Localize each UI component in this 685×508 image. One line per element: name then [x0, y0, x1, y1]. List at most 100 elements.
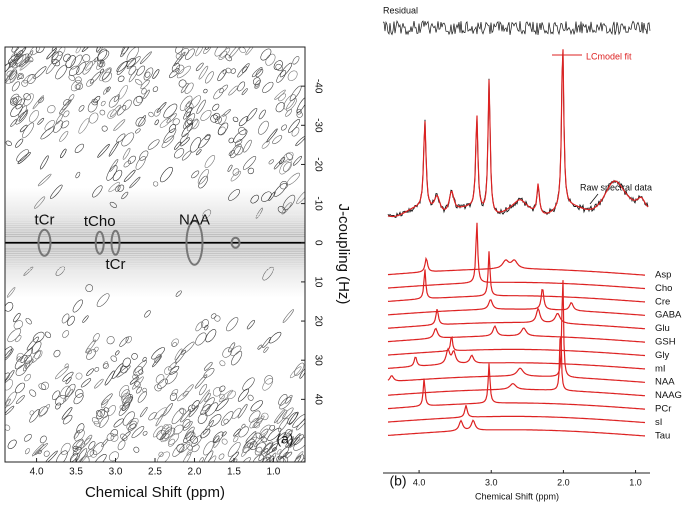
contour [101, 71, 113, 83]
contour [228, 47, 241, 59]
contour [250, 400, 263, 412]
contour [152, 86, 159, 93]
contour [286, 152, 294, 161]
contour [51, 47, 59, 52]
contour [282, 407, 294, 420]
contour [213, 88, 224, 100]
contour [171, 62, 180, 73]
contour [218, 389, 233, 403]
contour [136, 386, 142, 394]
contour [33, 66, 47, 79]
metabolite-spectrum [387, 419, 645, 437]
contour [219, 84, 229, 94]
contour [10, 52, 18, 61]
contour [154, 353, 162, 363]
contour [14, 47, 27, 58]
contour [67, 315, 75, 326]
contour [277, 206, 286, 214]
contour [203, 450, 214, 462]
contour [257, 344, 263, 350]
contour [174, 148, 185, 159]
contour [250, 194, 259, 204]
contour [50, 184, 63, 200]
contour [285, 98, 297, 112]
contour [186, 449, 193, 456]
contour [15, 138, 24, 148]
contour [97, 143, 110, 158]
contour [255, 442, 267, 453]
contour [227, 441, 241, 457]
contour [76, 423, 85, 434]
contour [241, 442, 251, 457]
contour [122, 147, 131, 160]
contour [113, 94, 120, 102]
contour [35, 47, 45, 53]
contour [55, 64, 68, 80]
y-tick-label: -30 [312, 118, 323, 133]
contour [137, 391, 147, 403]
contour [195, 47, 204, 57]
contour [62, 371, 74, 382]
metabolite-spectrum [388, 336, 645, 357]
contour [195, 332, 207, 346]
contour [266, 128, 278, 143]
contour [122, 99, 132, 111]
contour [279, 396, 292, 410]
contour [62, 330, 70, 338]
contour [51, 390, 60, 401]
contour [276, 449, 282, 455]
x-tick-label: 3.5 [69, 467, 83, 478]
contour [247, 394, 254, 401]
y-tick-label: -10 [312, 196, 323, 211]
contour [242, 377, 255, 391]
contour [248, 410, 261, 423]
contour [38, 383, 47, 390]
contour [296, 189, 305, 205]
contour [119, 336, 129, 347]
contour [255, 207, 263, 219]
contour [6, 287, 16, 298]
contour [131, 353, 138, 360]
contour [214, 315, 221, 322]
contour [296, 108, 302, 115]
contour [86, 368, 94, 376]
contour [234, 146, 244, 156]
contour [7, 439, 17, 450]
contour [37, 117, 45, 125]
contour [178, 79, 187, 88]
y-tick-label: 20 [312, 315, 323, 327]
contour [210, 114, 219, 123]
contour [38, 97, 45, 104]
contour [255, 68, 264, 78]
contour [218, 50, 228, 60]
contour [113, 418, 124, 428]
contour [59, 130, 69, 142]
contour [117, 75, 125, 83]
contour [293, 434, 304, 446]
contour [78, 105, 85, 112]
metabolite-spectrum [388, 405, 645, 424]
contour [198, 65, 209, 80]
contour [15, 53, 30, 67]
contour [9, 69, 18, 80]
contour [39, 435, 47, 444]
contour [60, 148, 67, 159]
contour [142, 431, 148, 436]
contour [231, 350, 243, 366]
contour [135, 128, 141, 134]
fit-spectrum [387, 49, 649, 218]
contour [52, 58, 61, 67]
contour [110, 433, 119, 442]
contour [278, 446, 290, 460]
contour [107, 405, 116, 416]
contour [263, 346, 269, 353]
contour [104, 370, 115, 386]
contour [157, 378, 168, 389]
contour [221, 438, 228, 445]
contour [204, 155, 216, 168]
contour [5, 398, 11, 414]
contour [191, 170, 200, 179]
contour [161, 135, 175, 148]
contour [237, 63, 250, 78]
contour [96, 293, 110, 307]
